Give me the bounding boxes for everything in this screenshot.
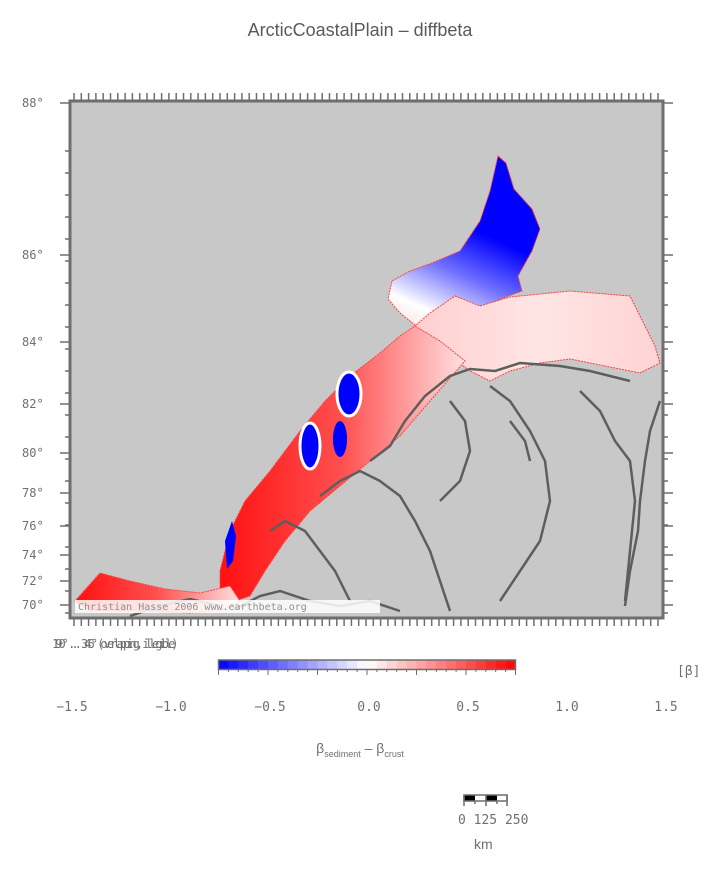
latitude-label: 72°: [22, 574, 44, 588]
colorbar-cell: [456, 660, 467, 670]
colorbar-tick-label: 0.0: [357, 700, 381, 715]
latitude-label: 78°: [22, 486, 44, 500]
colorbar-tick-label: 1.0: [555, 700, 579, 715]
blue-anomaly-strip: [225, 521, 236, 569]
latitude-label: 76°: [22, 519, 44, 533]
colorbar-cell: [505, 660, 516, 670]
colorbar-cell: [218, 660, 229, 670]
colorbar-cell: [268, 660, 279, 670]
colorbar-tick-label: 0.5: [456, 700, 480, 715]
colorbar-cell: [287, 660, 298, 670]
colorbar-cell: [248, 660, 259, 670]
colorbar-cell: [297, 660, 308, 670]
latitude-label: 70°: [22, 598, 44, 612]
blue-anomaly-ellipse-3: [333, 421, 347, 457]
watermark-bg: [75, 600, 380, 613]
map-frame-border: [68, 99, 665, 620]
pink-anomaly-north: [414, 290, 661, 382]
latitude-label: 88°: [22, 96, 44, 110]
latitude-label: 74°: [22, 548, 44, 562]
longitude-axis-labels: 190° ... 346° (overlapping, illegible): [52, 637, 179, 651]
colorbar-cell: [475, 660, 487, 670]
colorbar-cell: [228, 660, 239, 670]
frame-ticks: [60, 93, 673, 626]
colorbar-cell: [327, 660, 338, 670]
latitude-label: 84°: [22, 335, 44, 349]
colorbar-unit: [β]: [677, 664, 701, 679]
colorbar-cell: [307, 660, 318, 670]
colorbar-cell: [386, 660, 397, 670]
coastlines: [129, 361, 662, 618]
colorbar-cell: [396, 660, 407, 670]
colorbar-cell: [238, 660, 249, 670]
blue-anomaly-ellipse-2: [298, 421, 322, 471]
colorbar-tick-label: 1.5: [654, 700, 678, 715]
colorbar-cell: [406, 660, 417, 670]
colorbar-cell: [367, 660, 378, 670]
colorbar-cell: [258, 660, 269, 670]
latitude-label: 80°: [22, 446, 44, 460]
map-panel: Christian Hasse 2006 www.earthbeta.org: [60, 93, 673, 626]
watermark-text: Christian Hasse 2006 www.earthbeta.org: [78, 602, 307, 613]
colorbar-cell: [436, 660, 447, 670]
chart-title: ArcticCoastalPlain – diffbeta: [247, 20, 473, 40]
colorbar-cell: [357, 660, 368, 670]
colorbar-cell: [426, 660, 437, 670]
colorbar: [217, 659, 517, 675]
latitude-label: 86°: [22, 248, 44, 262]
colorbar-axis-title: βsediment – βcrust: [316, 740, 404, 759]
colorbar-tick-label: −1.5: [56, 700, 88, 715]
colorbar-cell: [317, 660, 328, 670]
colorbar-cell: [495, 660, 506, 670]
colorbar-tick-label: −1.0: [155, 700, 187, 715]
colorbar-cell: [376, 660, 388, 670]
colorbar-cell: [466, 660, 477, 670]
colorbar-cell: [485, 660, 496, 670]
scale-bar-unit: km: [474, 836, 493, 852]
colorbar-cell: [446, 660, 457, 670]
scale-bar: [463, 794, 508, 806]
colorbar-cell: [277, 660, 289, 670]
colorbar-cell: [347, 660, 358, 670]
colorbar-tick-label: −0.5: [254, 700, 286, 715]
colorbar-cell: [416, 660, 427, 670]
scale-bar-numbers: 0 125 250: [458, 813, 529, 828]
blue-anomaly-ellipse-1: [335, 370, 363, 418]
latitude-label: 82°: [22, 397, 44, 411]
colorbar-cell: [337, 660, 348, 670]
